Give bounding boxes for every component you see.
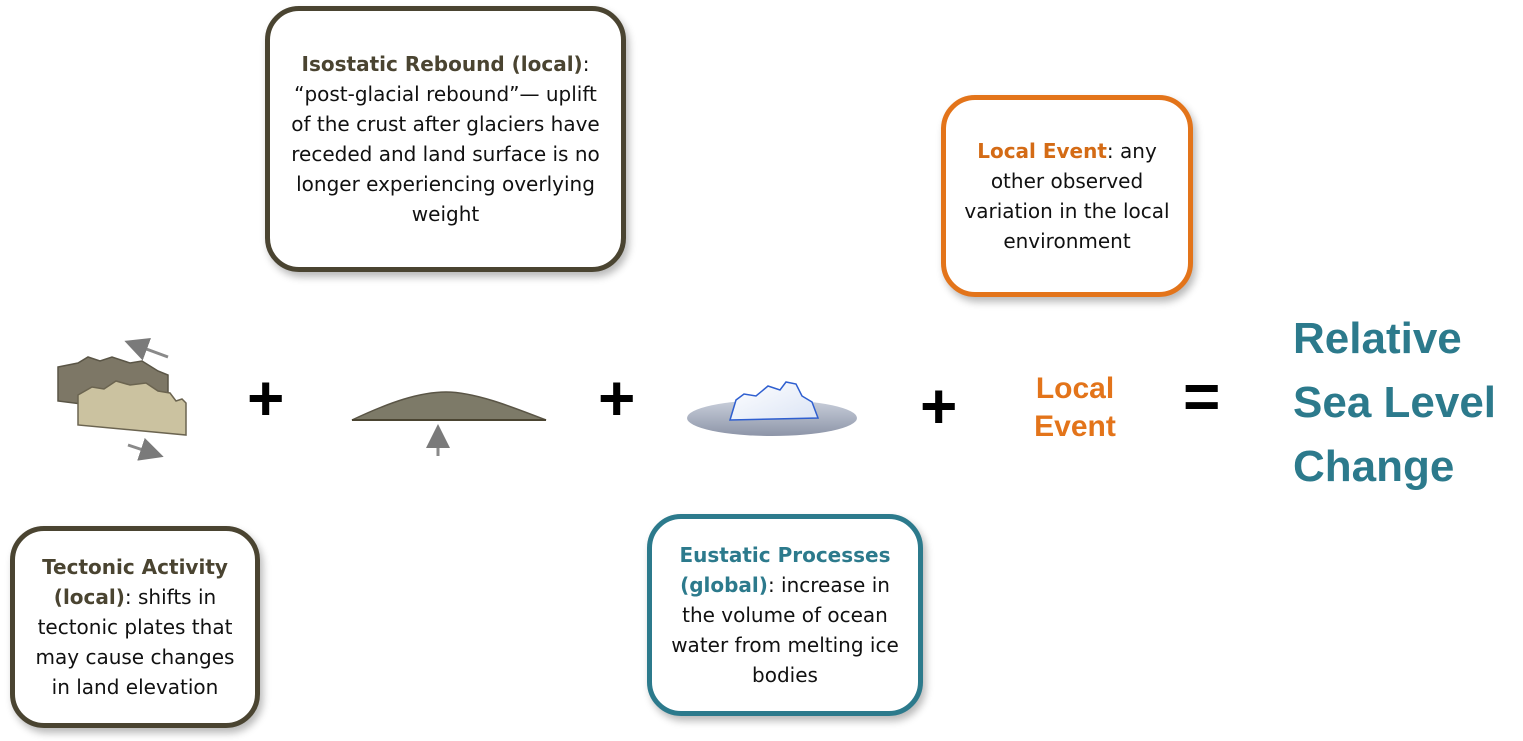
result-line2: Sea Level bbox=[1293, 378, 1497, 427]
local-event-term: Local Event bbox=[1010, 370, 1140, 446]
relative-sea-level-change-result: Relative Sea Level Change bbox=[1293, 307, 1523, 499]
result-line1: Relative bbox=[1293, 314, 1462, 363]
equals-sign: = bbox=[1183, 360, 1221, 432]
isostatic-title: Isostatic Rebound (local) bbox=[301, 52, 583, 76]
tectonic-activity-callout: Tectonic Activity (local): shifts in tec… bbox=[10, 526, 260, 728]
result-line3: Change bbox=[1293, 442, 1455, 491]
tectonic-plates-icon bbox=[57, 337, 187, 461]
plus-sign-1: + bbox=[247, 362, 285, 434]
isostatic-body: “post-glacial rebound”— uplift of the cr… bbox=[291, 82, 600, 226]
tectonic-arrow-down-icon bbox=[127, 437, 164, 461]
local-event-body: : any other observed variation in the lo… bbox=[964, 139, 1170, 253]
tectonic-arrow-up-icon bbox=[124, 337, 169, 361]
tectonic-title: Tectonic Activity (local) bbox=[42, 555, 228, 609]
local-event-callout: Local Event: any other observed variatio… bbox=[941, 95, 1193, 297]
isostatic-sep: : bbox=[582, 52, 590, 76]
isostatic-rebound-callout: Isostatic Rebound (local): “post-glacial… bbox=[265, 6, 626, 272]
eustatic-processes-callout: Eustatic Processes (global): increase in… bbox=[647, 514, 923, 716]
local-event-term-line2: Event bbox=[1034, 410, 1116, 443]
local-event-title: Local Event bbox=[977, 139, 1107, 163]
plus-sign-3: + bbox=[920, 370, 958, 442]
tectonic-body: : shifts in tectonic plates that may cau… bbox=[35, 585, 235, 699]
eustatic-body: : increase in the volume of ocean water … bbox=[671, 573, 899, 687]
iceberg-icon bbox=[687, 381, 857, 436]
plus-sign-2: + bbox=[598, 362, 636, 434]
rebound-mound-icon bbox=[351, 391, 547, 456]
local-event-term-line1: Local bbox=[1035, 372, 1115, 405]
front-plate-icon bbox=[77, 380, 187, 436]
eustatic-title: Eustatic Processes (global) bbox=[679, 543, 891, 597]
